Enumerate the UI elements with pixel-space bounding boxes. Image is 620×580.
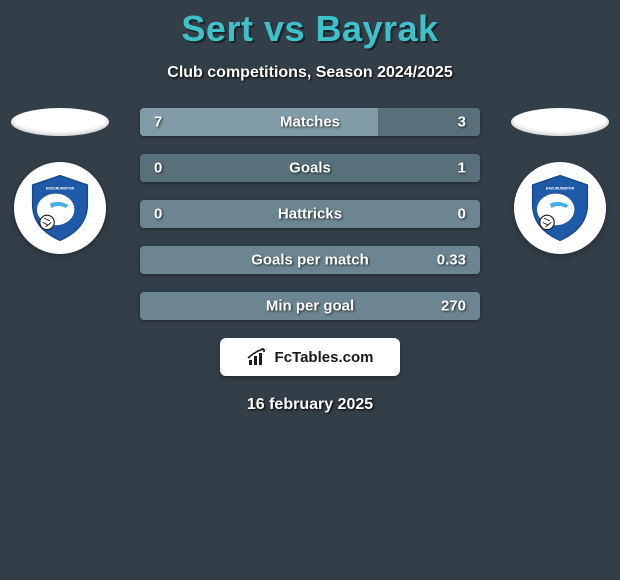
team-badge-right: ERZURUMSPOR (514, 162, 606, 254)
avatar-placeholder-left (11, 108, 109, 136)
stat-row: Goals per match0.33 (140, 246, 480, 274)
svg-text:ERZURUMSPOR: ERZURUMSPOR (46, 186, 75, 190)
stat-label: Goals (140, 160, 480, 177)
stat-row: 0Hattricks0 (140, 200, 480, 228)
player-left: ERZURUMSPOR (10, 108, 110, 254)
stat-label: Matches (140, 114, 480, 131)
stat-value-right: 1 (458, 160, 466, 177)
stat-value-right: 270 (441, 298, 466, 315)
page-title: Sert vs Bayrak (0, 0, 620, 50)
stat-value-right: 0 (458, 206, 466, 223)
stat-label: Min per goal (140, 298, 480, 315)
date-text: 16 february 2025 (0, 396, 620, 414)
stats-list: 7Matches30Goals10Hattricks0Goals per mat… (140, 108, 480, 320)
stat-row: 0Goals1 (140, 154, 480, 182)
team-badge-left: ERZURUMSPOR (14, 162, 106, 254)
player-right: ERZURUMSPOR (510, 108, 610, 254)
avatar-placeholder-right (511, 108, 609, 136)
stat-value-right: 3 (458, 114, 466, 131)
subtitle: Club competitions, Season 2024/2025 (0, 64, 620, 82)
stat-row: 7Matches3 (140, 108, 480, 136)
stat-label: Goals per match (140, 252, 480, 269)
stat-row: Min per goal270 (140, 292, 480, 320)
chart-icon (247, 348, 269, 366)
brand-badge: FcTables.com (220, 338, 400, 376)
shield-icon: ERZURUMSPOR (24, 172, 96, 244)
svg-text:ERZURUMSPOR: ERZURUMSPOR (546, 186, 575, 190)
shield-icon: ERZURUMSPOR (524, 172, 596, 244)
brand-text: FcTables.com (275, 349, 374, 366)
stat-value-right: 0.33 (437, 252, 466, 269)
stat-label: Hattricks (140, 206, 480, 223)
comparison-panel: ERZURUMSPOR ERZURUMSPOR 7Matches30Goals1… (0, 108, 620, 414)
